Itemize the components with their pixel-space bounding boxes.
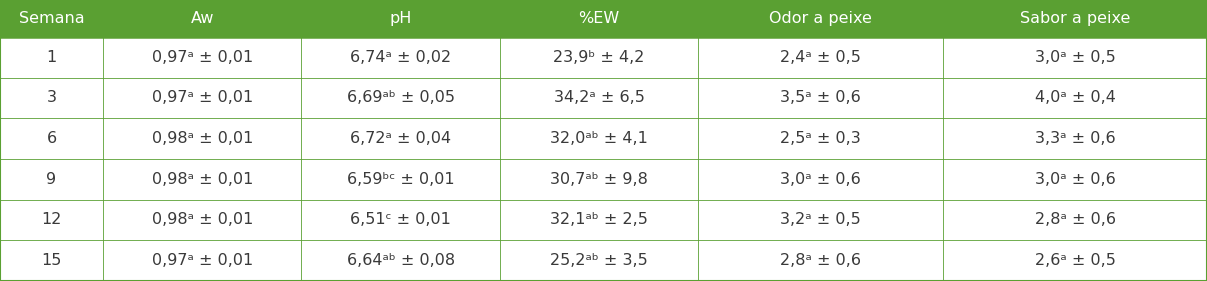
Text: 32,1ᵃᵇ ± 2,5: 32,1ᵃᵇ ± 2,5	[550, 212, 648, 228]
Bar	[699, 78, 943, 118]
Text: 3,0ᵃ ± 0,6: 3,0ᵃ ± 0,6	[1034, 172, 1115, 187]
Bar	[103, 159, 302, 200]
Text: Odor a peixe: Odor a peixe	[769, 11, 873, 26]
Bar	[943, 37, 1207, 78]
Text: 2,5ᵃ ± 0,3: 2,5ᵃ ± 0,3	[781, 131, 861, 146]
Bar	[500, 78, 699, 118]
Bar	[103, 37, 302, 78]
Bar	[943, 0, 1207, 37]
Bar	[943, 78, 1207, 118]
Bar	[302, 0, 500, 37]
Bar	[699, 118, 943, 159]
Bar	[943, 240, 1207, 281]
Text: 6,74ᵃ ± 0,02: 6,74ᵃ ± 0,02	[350, 50, 451, 65]
Bar	[943, 159, 1207, 200]
Bar	[103, 78, 302, 118]
Bar	[943, 118, 1207, 159]
Text: 6,72ᵃ ± 0,04: 6,72ᵃ ± 0,04	[350, 131, 451, 146]
Bar	[500, 159, 699, 200]
Text: 3: 3	[47, 90, 57, 105]
Bar	[500, 240, 699, 281]
Bar	[103, 200, 302, 240]
Text: 3,2ᵃ ± 0,5: 3,2ᵃ ± 0,5	[781, 212, 861, 228]
Text: 6,51ᶜ ± 0,01: 6,51ᶜ ± 0,01	[350, 212, 451, 228]
Bar	[103, 118, 302, 159]
Bar	[302, 37, 500, 78]
Text: 9: 9	[46, 172, 57, 187]
Bar	[500, 118, 699, 159]
Bar	[302, 78, 500, 118]
Text: 2,6ᵃ ± 0,5: 2,6ᵃ ± 0,5	[1034, 253, 1115, 268]
Bar	[0, 118, 103, 159]
Bar	[0, 200, 103, 240]
Bar	[699, 200, 943, 240]
Bar	[302, 159, 500, 200]
Bar	[0, 37, 103, 78]
Text: 30,7ᵃᵇ ± 9,8: 30,7ᵃᵇ ± 9,8	[550, 172, 648, 187]
Text: 0,97ᵃ ± 0,01: 0,97ᵃ ± 0,01	[152, 253, 252, 268]
Bar	[302, 240, 500, 281]
Bar	[943, 200, 1207, 240]
Bar	[0, 159, 103, 200]
Text: pH: pH	[390, 11, 412, 26]
Text: %EW: %EW	[578, 11, 619, 26]
Text: 12: 12	[41, 212, 62, 228]
Bar	[103, 0, 302, 37]
Text: 25,2ᵃᵇ ± 3,5: 25,2ᵃᵇ ± 3,5	[550, 253, 648, 268]
Text: 6,69ᵃᵇ ± 0,05: 6,69ᵃᵇ ± 0,05	[346, 90, 455, 105]
Bar	[0, 0, 103, 37]
Text: 3,5ᵃ ± 0,6: 3,5ᵃ ± 0,6	[781, 90, 861, 105]
Bar	[699, 159, 943, 200]
Text: 2,8ᵃ ± 0,6: 2,8ᵃ ± 0,6	[1034, 212, 1115, 228]
Text: 3,3ᵃ ± 0,6: 3,3ᵃ ± 0,6	[1034, 131, 1115, 146]
Bar	[500, 0, 699, 37]
Bar	[699, 240, 943, 281]
Text: 2,8ᵃ ± 0,6: 2,8ᵃ ± 0,6	[780, 253, 862, 268]
Text: 23,9ᵇ ± 4,2: 23,9ᵇ ± 4,2	[554, 50, 645, 65]
Text: 3,0ᵃ ± 0,6: 3,0ᵃ ± 0,6	[781, 172, 861, 187]
Text: 3,0ᵃ ± 0,5: 3,0ᵃ ± 0,5	[1034, 50, 1115, 65]
Text: 34,2ᵃ ± 6,5: 34,2ᵃ ± 6,5	[554, 90, 645, 105]
Text: 0,98ᵃ ± 0,01: 0,98ᵃ ± 0,01	[152, 212, 253, 228]
Text: 1: 1	[46, 50, 57, 65]
Bar	[103, 240, 302, 281]
Bar	[302, 118, 500, 159]
Text: 32,0ᵃᵇ ± 4,1: 32,0ᵃᵇ ± 4,1	[550, 131, 648, 146]
Text: Aw: Aw	[191, 11, 214, 26]
Text: 6: 6	[46, 131, 57, 146]
Bar	[699, 37, 943, 78]
Text: 2,4ᵃ ± 0,5: 2,4ᵃ ± 0,5	[781, 50, 862, 65]
Bar	[0, 78, 103, 118]
Text: 4,0ᵃ ± 0,4: 4,0ᵃ ± 0,4	[1034, 90, 1115, 105]
Text: 0,98ᵃ ± 0,01: 0,98ᵃ ± 0,01	[152, 131, 253, 146]
Text: 6,64ᵃᵇ ± 0,08: 6,64ᵃᵇ ± 0,08	[346, 253, 455, 268]
Text: 0,97ᵃ ± 0,01: 0,97ᵃ ± 0,01	[152, 50, 252, 65]
Text: 0,98ᵃ ± 0,01: 0,98ᵃ ± 0,01	[152, 172, 253, 187]
Text: Semana: Semana	[18, 11, 84, 26]
Bar	[500, 200, 699, 240]
Bar	[500, 37, 699, 78]
Text: 6,59ᵇᶜ ± 0,01: 6,59ᵇᶜ ± 0,01	[346, 172, 455, 187]
Text: Sabor a peixe: Sabor a peixe	[1020, 11, 1130, 26]
Bar	[302, 200, 500, 240]
Text: 15: 15	[41, 253, 62, 268]
Text: 0,97ᵃ ± 0,01: 0,97ᵃ ± 0,01	[152, 90, 252, 105]
Bar	[699, 0, 943, 37]
Bar	[0, 240, 103, 281]
